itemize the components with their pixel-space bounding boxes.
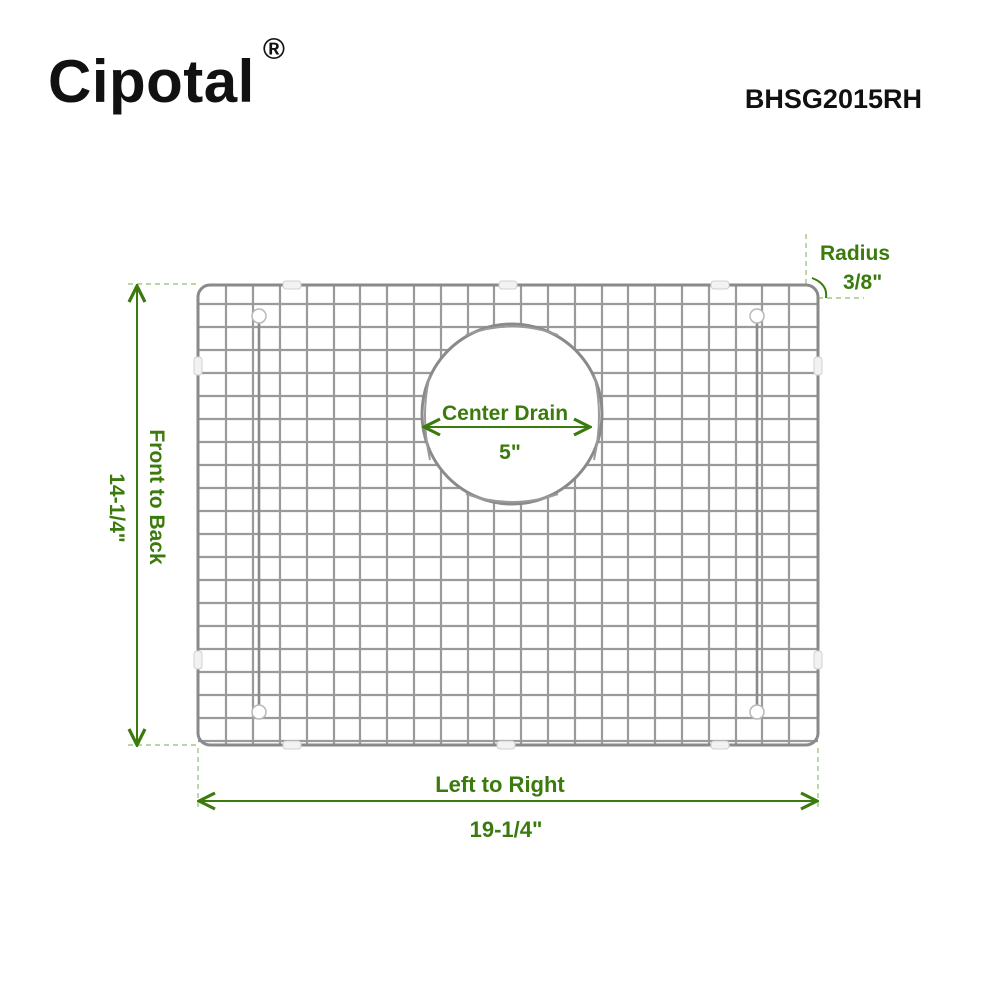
rubber-bumper [282,740,302,750]
rubber-bumper [193,650,203,670]
brand-logo: Cipotal ® [48,35,285,112]
rubber-bumper [813,356,823,376]
rod-feet [251,308,765,720]
drain-label: Center Drain [442,402,568,425]
wire-grid [198,285,818,745]
rubber-bumper [498,280,518,290]
registered-mark: ® [262,33,286,66]
depth-label: Front to Back [145,429,168,565]
radius-value: 3/8" [843,271,882,294]
depth-value: 14-1/4" [105,473,128,543]
rubber-bumper [710,280,730,290]
radius-arc [811,277,828,299]
support-rods [257,320,759,710]
rubber-bumper [193,356,203,376]
drain-ring [420,322,604,506]
width-value: 19-1/4" [470,817,543,842]
drain-value: 5" [499,441,521,464]
radius-label: Radius [820,242,890,265]
rubber-bumpers [193,280,823,750]
rubber-bumper [282,280,302,290]
drain-supports [424,325,600,503]
model-number: BHSG2015RH [744,84,922,114]
rubber-bumper [496,740,516,750]
rubber-bumper [710,740,730,750]
rubber-bumper [813,650,823,670]
brand-name: Cipotal [48,48,255,115]
width-label: Left to Right [435,772,565,797]
